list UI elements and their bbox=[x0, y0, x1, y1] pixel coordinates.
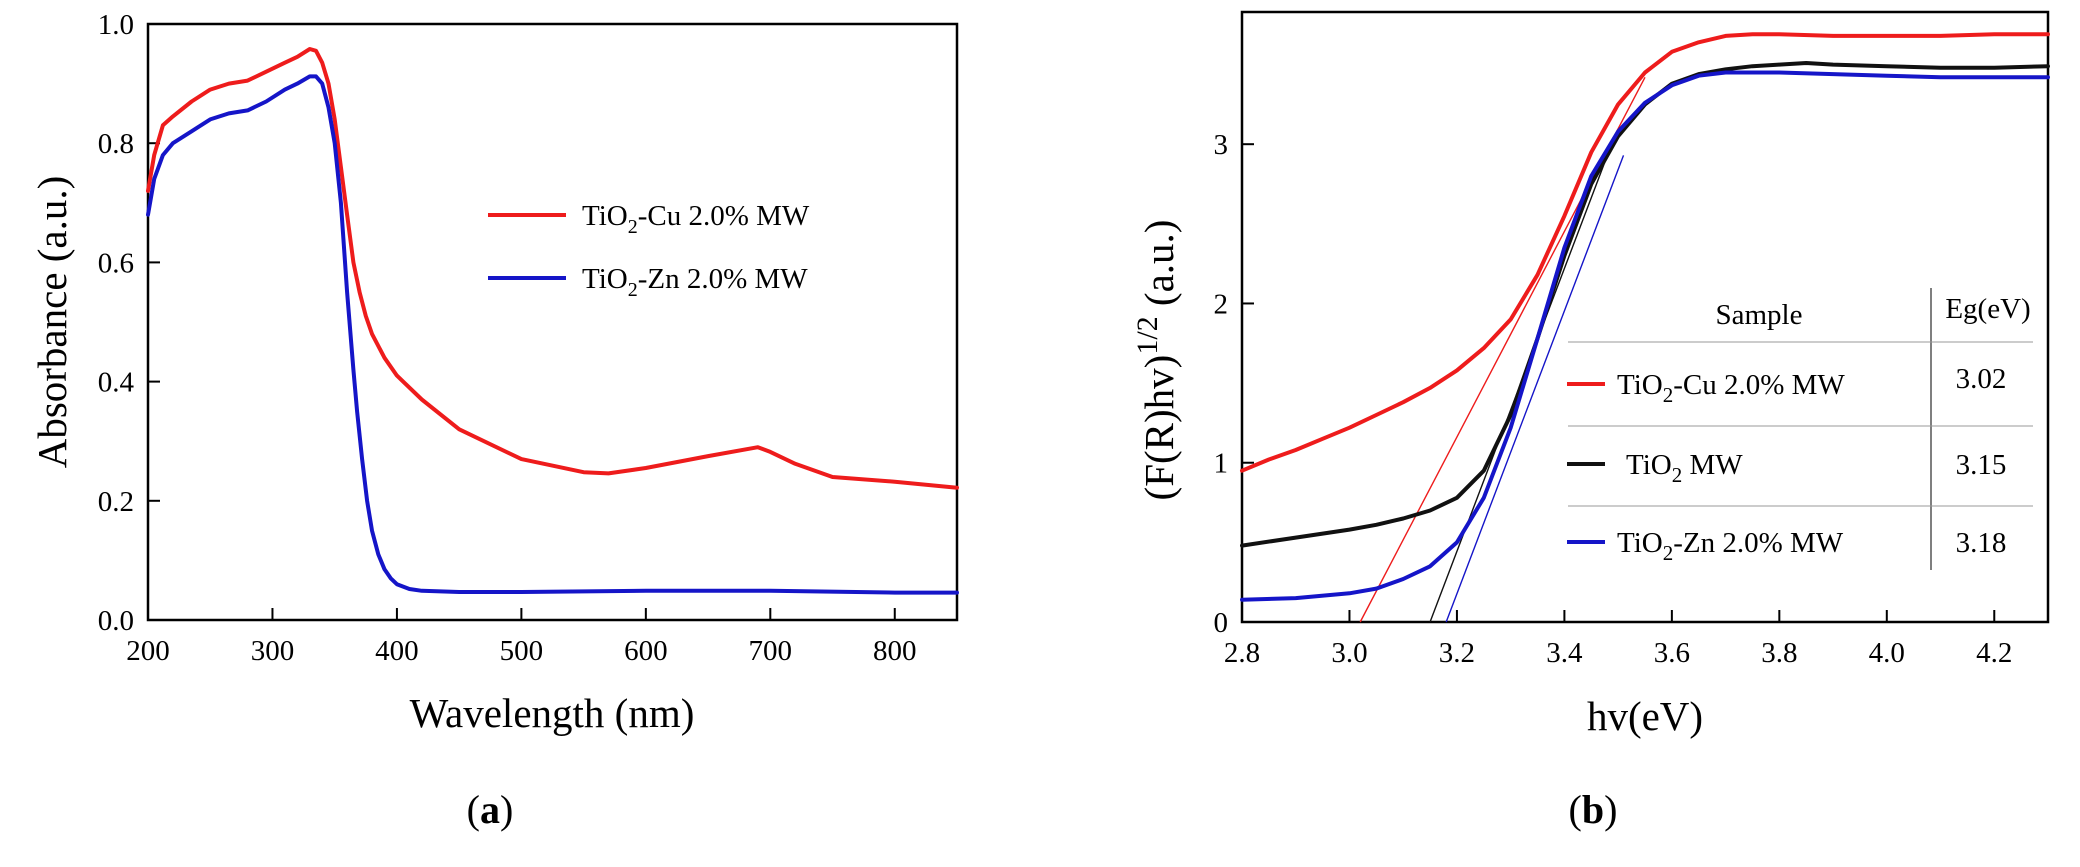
legend-cu-label: TiO2-Cu 2.0% MW bbox=[582, 200, 810, 238]
y-tick-label: 0.6 bbox=[98, 247, 134, 279]
chart-b-ylabel: (F(R)hv)1/2 (a.u.) bbox=[1131, 220, 1182, 501]
legend-zn-label: TiO2-Zn 2.0% MW bbox=[582, 263, 808, 301]
y-tick-label: 0.8 bbox=[98, 128, 134, 160]
y-tick-label: 0.4 bbox=[98, 367, 135, 399]
series-line bbox=[1240, 61, 2050, 548]
chart-a-series bbox=[146, 47, 959, 595]
x-tick-label: 3.6 bbox=[1654, 637, 1690, 669]
series-line bbox=[146, 74, 959, 595]
x-tick-label: 300 bbox=[251, 635, 295, 667]
table-header-eg: Eg(eV) bbox=[1945, 293, 2030, 325]
y-tick-label: 0.2 bbox=[98, 486, 134, 518]
x-tick-label: 700 bbox=[749, 635, 793, 667]
y-tick-label: 3 bbox=[1214, 129, 1229, 161]
tangent-line bbox=[1445, 155, 1625, 623]
chart-a-xlabel: Wavelength (nm) bbox=[410, 690, 695, 736]
y-tick-label: 2 bbox=[1214, 288, 1229, 320]
y-tick-label: 0.0 bbox=[98, 605, 134, 637]
x-tick-label: 3.0 bbox=[1331, 637, 1367, 669]
y-tick-label: 1 bbox=[1214, 448, 1229, 480]
table-header-sample: Sample bbox=[1716, 299, 1803, 331]
chart-a-ylabel: Absorbance (a.u.) bbox=[29, 176, 75, 469]
chart-a: 200 300 400 500 600 700 8000.00.20.40.60.81.0 … bbox=[29, 9, 959, 832]
table-row-sample: TiO2-Zn 2.0% MW bbox=[1617, 527, 1844, 565]
table-row-sample: TiO2-Cu 2.0% MW bbox=[1617, 369, 1845, 407]
x-tick-label: 3.4 bbox=[1546, 637, 1583, 669]
series-line bbox=[146, 47, 959, 490]
x-tick-label: 4.0 bbox=[1869, 637, 1905, 669]
panel-label-b: (b) bbox=[1569, 787, 1618, 832]
y-tick-label: 0 bbox=[1214, 607, 1229, 639]
chart-b-inset-table: Sample Eg(eV) TiO2-Cu 2.0% MW 3.02 TiO2 … bbox=[1567, 288, 2033, 570]
x-tick-label: 800 bbox=[873, 635, 917, 667]
x-tick-label: 3.2 bbox=[1439, 637, 1475, 669]
x-tick-label: 500 bbox=[500, 635, 544, 667]
series-line bbox=[1240, 70, 2050, 602]
y-tick-label: 1.0 bbox=[98, 9, 134, 41]
x-tick-label: 4.2 bbox=[1976, 637, 2012, 669]
chart-a-legend: TiO2-Cu 2.0% MW TiO2-Zn 2.0% MW bbox=[488, 200, 810, 301]
x-tick-label: 2.8 bbox=[1224, 637, 1260, 669]
chart-a-ticks: 200 300 400 500 600 700 800 0.0 0.2 0.4 0.6 0.8 1.0 bbox=[98, 9, 917, 667]
chart-a-frame bbox=[146, 22, 959, 622]
chart-b: 2.8 3.0 3.2 3.4 3.6 3.8 4.0 4.2 0 1 2 3 hv(eV) (F(R… bbox=[1131, 10, 2050, 832]
table-row-eg: 3.02 bbox=[1956, 363, 2007, 395]
chart-b-frame bbox=[1240, 10, 2050, 624]
panel-label-a: (a) bbox=[467, 787, 514, 832]
table-row-eg: 3.18 bbox=[1956, 527, 2007, 559]
x-tick-label: 3.8 bbox=[1761, 637, 1797, 669]
chart-b-ticks: 2.8 3.0 3.2 3.4 3.6 3.8 4.0 4.2 0 1 2 3 bbox=[1214, 129, 2013, 669]
table-row-eg: 3.15 bbox=[1956, 449, 2007, 481]
series-line bbox=[1240, 32, 2050, 473]
table-row-sample: TiO2 MW bbox=[1626, 449, 1743, 487]
chart-b-xlabel: hv(eV) bbox=[1587, 693, 1703, 739]
chart-b-series bbox=[1240, 32, 2050, 602]
x-tick-label: 600 bbox=[624, 635, 668, 667]
x-tick-label: 400 bbox=[375, 635, 419, 667]
x-tick-label: 200 bbox=[126, 635, 170, 667]
